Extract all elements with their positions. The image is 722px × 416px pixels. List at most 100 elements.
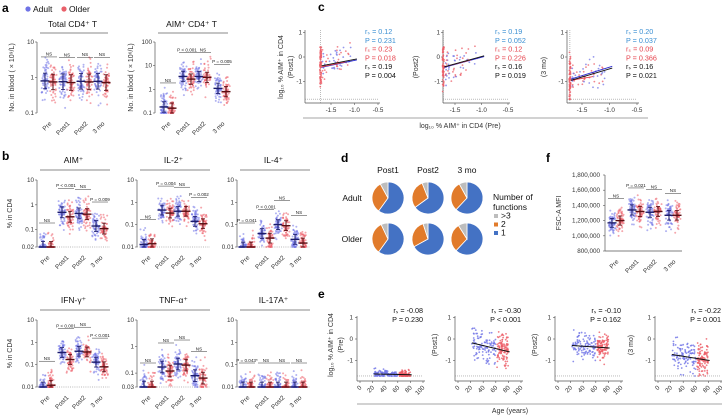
data-point bbox=[441, 57, 444, 60]
legend-label: 1 bbox=[501, 228, 506, 238]
x-tick-label: -0.5 bbox=[503, 107, 514, 114]
regression-line-black bbox=[444, 55, 485, 68]
data-point bbox=[441, 90, 444, 93]
data-point bbox=[658, 206, 661, 209]
data-point bbox=[303, 382, 306, 385]
data-point bbox=[71, 225, 74, 228]
data-point bbox=[45, 71, 48, 74]
stat-text: rₛ = 0.09 bbox=[626, 45, 653, 54]
data-point bbox=[239, 375, 242, 378]
data-point bbox=[445, 75, 448, 77]
data-point bbox=[58, 70, 61, 73]
data-point bbox=[187, 68, 190, 71]
data-point bbox=[320, 72, 323, 75]
data-point bbox=[342, 46, 345, 49]
data-point bbox=[68, 79, 71, 82]
data-point bbox=[655, 204, 658, 207]
data-point bbox=[175, 358, 178, 361]
data-point bbox=[665, 210, 668, 213]
data-point bbox=[638, 220, 641, 223]
data-point bbox=[72, 222, 75, 225]
data-point bbox=[442, 51, 445, 54]
data-point bbox=[49, 84, 52, 87]
data-point bbox=[665, 230, 668, 233]
data-point bbox=[88, 224, 91, 227]
data-point bbox=[101, 373, 104, 376]
data-point bbox=[631, 219, 634, 222]
data-point bbox=[300, 369, 303, 372]
data-point bbox=[79, 215, 82, 218]
data-point bbox=[75, 211, 78, 214]
data-point bbox=[94, 83, 97, 86]
y-tick-label: 1 bbox=[130, 199, 134, 206]
x-tick-label: -1.5 bbox=[326, 107, 337, 114]
data-point bbox=[89, 370, 92, 373]
data-point bbox=[107, 72, 110, 75]
data-point bbox=[227, 92, 230, 95]
significance-label: NS bbox=[64, 53, 70, 58]
data-point bbox=[67, 199, 70, 202]
data-point bbox=[77, 77, 80, 80]
data-point bbox=[95, 85, 98, 88]
data-point bbox=[89, 74, 92, 77]
data-point bbox=[86, 75, 89, 78]
data-point bbox=[285, 233, 288, 236]
data-point bbox=[49, 90, 52, 93]
data-point bbox=[68, 226, 71, 229]
y-tick-label: 1,800,000 bbox=[572, 172, 601, 179]
data-point bbox=[201, 77, 204, 80]
legend-label: 2 bbox=[501, 219, 506, 229]
data-point bbox=[99, 355, 102, 358]
y-axis-label: % in CD4 bbox=[7, 199, 14, 229]
data-point bbox=[288, 235, 291, 238]
data-point bbox=[279, 375, 282, 378]
data-point bbox=[67, 364, 70, 367]
data-point bbox=[203, 213, 206, 216]
data-point bbox=[47, 62, 50, 65]
y-tick-label: -1 bbox=[558, 79, 564, 86]
data-point bbox=[669, 205, 672, 208]
data-point bbox=[153, 234, 156, 237]
data-point bbox=[281, 233, 284, 236]
data-point bbox=[268, 246, 271, 248]
data-point bbox=[45, 64, 48, 67]
x-tick-label: 3 mo bbox=[663, 258, 678, 273]
y-tick-label: 0 bbox=[349, 336, 353, 343]
data-point bbox=[76, 359, 79, 362]
data-point bbox=[91, 235, 94, 238]
data-point bbox=[61, 340, 64, 343]
y-tick-label: 1,600,000 bbox=[572, 187, 601, 194]
data-point bbox=[162, 97, 165, 100]
data-point bbox=[677, 224, 680, 227]
data-point bbox=[664, 207, 667, 210]
data-point bbox=[99, 213, 102, 216]
data-point bbox=[161, 219, 164, 222]
data-point bbox=[443, 60, 445, 63]
data-point bbox=[637, 198, 640, 201]
data-point bbox=[175, 212, 178, 215]
data-point bbox=[168, 108, 171, 111]
pie-slice bbox=[457, 222, 468, 241]
data-point bbox=[618, 228, 621, 231]
data-point bbox=[105, 369, 108, 372]
data-point bbox=[666, 199, 669, 202]
data-point bbox=[149, 234, 152, 237]
data-point bbox=[275, 372, 278, 375]
data-point bbox=[51, 69, 54, 72]
x-tick-label: 20 bbox=[366, 384, 376, 394]
pie-slice bbox=[378, 181, 405, 215]
data-point bbox=[194, 229, 197, 232]
data-point bbox=[196, 228, 199, 231]
y-tick-label: 0.1 bbox=[125, 222, 134, 229]
data-point bbox=[459, 66, 462, 69]
data-point bbox=[346, 64, 349, 66]
data-point bbox=[64, 74, 67, 77]
data-point bbox=[54, 68, 57, 71]
data-point bbox=[286, 227, 289, 230]
y-tick-label: 0 bbox=[560, 54, 564, 61]
data-point bbox=[185, 357, 188, 360]
data-point bbox=[218, 73, 221, 76]
data-point bbox=[63, 91, 66, 94]
data-point bbox=[62, 96, 65, 99]
data-point bbox=[169, 96, 172, 99]
